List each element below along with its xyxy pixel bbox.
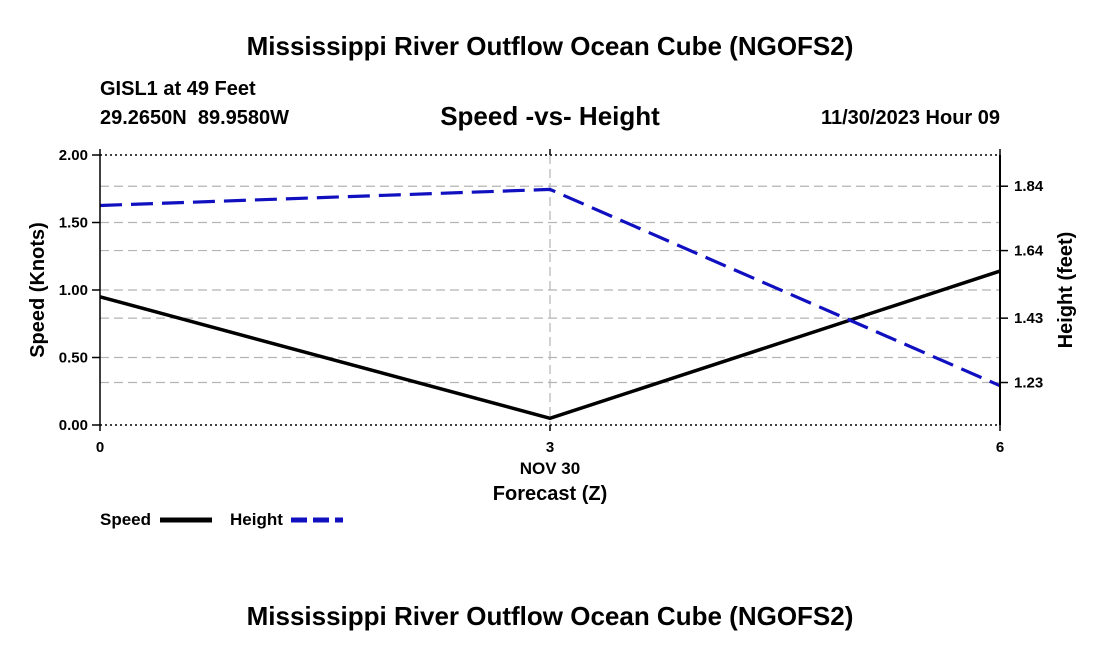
chart-title: Speed -vs- Height — [440, 101, 660, 131]
top-title: Mississippi River Outflow Ocean Cube (NG… — [247, 31, 854, 61]
x-tick-label-1: 3 — [546, 439, 554, 456]
legend-label-height: Height — [230, 510, 283, 529]
x-tick-label-0: 0 — [96, 439, 104, 456]
grid-layer — [100, 155, 1000, 425]
y2-axis-title: Height (feet) — [1055, 232, 1077, 349]
datetime-label: 11/30/2023 Hour 09 — [821, 107, 1000, 129]
x-axis-title: Forecast (Z) — [493, 483, 607, 505]
y-axis-title: Speed (Knots) — [27, 222, 49, 358]
y-tick-label-2: 1.00 — [59, 282, 88, 299]
y2-tick-label-1: 1.43 — [1014, 310, 1043, 327]
station-label: GISL1 at 49 Feet — [100, 78, 256, 100]
coords-label: 29.2650N 89.9580W — [100, 107, 289, 129]
series-line-height — [99, 187, 1001, 388]
legend-label-speed: Speed — [100, 510, 151, 529]
y-tick-label-1: 0.50 — [59, 350, 88, 367]
y-tick-label-3: 1.50 — [59, 215, 88, 232]
x-tick-label-2: 6 — [996, 439, 1004, 456]
bottom-title: Mississippi River Outflow Ocean Cube (NG… — [247, 601, 854, 631]
x-date-label: NOV 30 — [520, 459, 580, 478]
y2-tick-label-2: 1.64 — [1014, 243, 1044, 260]
y-tick-label-4: 2.00 — [59, 147, 88, 164]
legend: Speed Height — [100, 510, 343, 529]
series-layer — [99, 187, 1001, 421]
y-tick-label-0: 0.00 — [59, 417, 88, 434]
y2-tick-label-0: 1.23 — [1014, 375, 1043, 392]
ticks-layer: 0 3 6 0.00 0.50 1.00 1.50 2.00 1.23 1.43 1.64 1.84 — [59, 147, 1044, 456]
y2-tick-label-3: 1.84 — [1014, 178, 1044, 195]
